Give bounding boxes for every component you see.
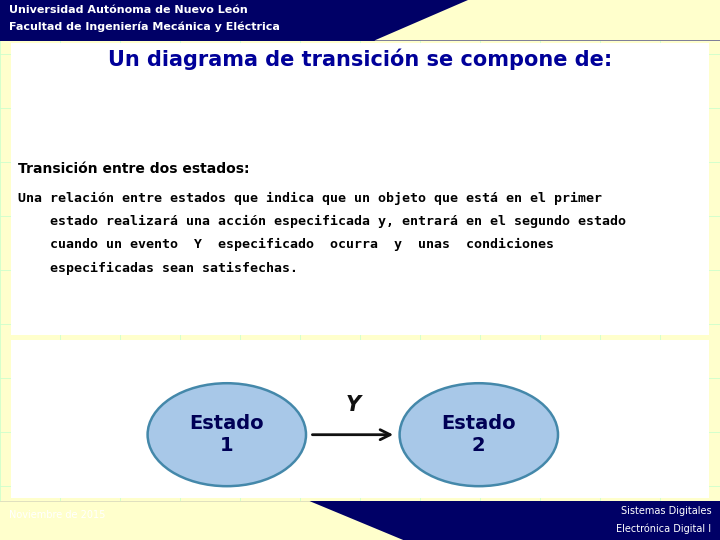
Polygon shape: [374, 0, 720, 40]
Text: Y: Y: [345, 395, 361, 415]
Text: especificadas sean satisfechas.: especificadas sean satisfechas.: [18, 262, 298, 275]
Text: Un diagrama de transición se compone de:: Un diagrama de transición se compone de:: [108, 49, 612, 70]
Polygon shape: [0, 501, 403, 540]
Text: estado realizará una acción especificada y, entrará en el segundo estado: estado realizará una acción especificada…: [18, 215, 626, 228]
Text: Estado
2: Estado 2: [441, 414, 516, 455]
Bar: [0, 0, 720, 40]
Text: Noviembre de 2015: Noviembre de 2015: [9, 510, 105, 519]
Bar: [0, 501, 720, 540]
Text: cuando un evento  Y  especificado  ocurra  y  unas  condiciones: cuando un evento Y especificado ocurra y…: [18, 238, 554, 252]
Text: Universidad Autónoma de Nuevo León: Universidad Autónoma de Nuevo León: [9, 5, 248, 16]
Text: Sistemas Digitales: Sistemas Digitales: [621, 506, 711, 516]
Ellipse shape: [148, 383, 306, 486]
Text: Estado
1: Estado 1: [189, 414, 264, 455]
Text: Electrónica Digital I: Electrónica Digital I: [616, 524, 711, 535]
Text: Transición entre dos estados:: Transición entre dos estados:: [18, 162, 250, 176]
Text: Facultad de Ingeniería Mecánica y Eléctrica: Facultad de Ingeniería Mecánica y Eléctr…: [9, 22, 279, 32]
Text: Una relación entre estados que indica que un objeto que está en el primer: Una relación entre estados que indica qu…: [18, 192, 602, 205]
Ellipse shape: [400, 383, 558, 486]
Bar: [11, 43, 709, 335]
Bar: [11, 340, 709, 498]
